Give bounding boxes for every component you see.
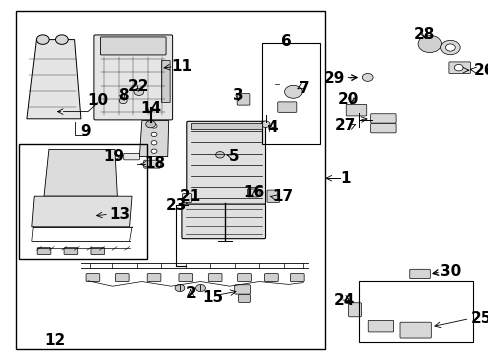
Bar: [359, 281, 472, 342]
Text: 14: 14: [140, 100, 161, 116]
Text: 7: 7: [299, 81, 309, 96]
FancyBboxPatch shape: [123, 153, 139, 160]
Circle shape: [151, 132, 157, 136]
Text: 21: 21: [180, 189, 201, 204]
FancyBboxPatch shape: [100, 37, 166, 55]
Bar: [19, 144, 146, 259]
Text: 16: 16: [243, 185, 264, 200]
Text: 8: 8: [118, 88, 128, 103]
Ellipse shape: [55, 35, 68, 44]
Text: 30: 30: [439, 264, 460, 279]
FancyBboxPatch shape: [234, 285, 250, 294]
Text: 10: 10: [87, 93, 108, 108]
FancyBboxPatch shape: [147, 274, 161, 282]
Bar: [190, 123, 261, 129]
Polygon shape: [44, 149, 117, 196]
Polygon shape: [139, 121, 168, 157]
Text: 5: 5: [228, 149, 239, 164]
Bar: [16, 11, 325, 349]
Circle shape: [440, 40, 459, 55]
Text: 23: 23: [165, 198, 186, 213]
Circle shape: [261, 121, 269, 127]
Text: 15: 15: [202, 289, 223, 305]
Circle shape: [151, 149, 157, 153]
Polygon shape: [27, 40, 81, 119]
FancyBboxPatch shape: [367, 320, 393, 332]
Circle shape: [175, 284, 184, 292]
Text: 2: 2: [185, 286, 196, 301]
FancyBboxPatch shape: [409, 269, 429, 279]
FancyBboxPatch shape: [91, 248, 104, 255]
Polygon shape: [32, 196, 132, 227]
Circle shape: [151, 141, 157, 145]
FancyBboxPatch shape: [208, 274, 222, 282]
Circle shape: [215, 152, 224, 158]
FancyBboxPatch shape: [143, 160, 160, 168]
Text: 17: 17: [271, 189, 292, 204]
Text: 13: 13: [109, 207, 130, 222]
Ellipse shape: [36, 35, 49, 44]
FancyBboxPatch shape: [161, 60, 170, 103]
Text: 9: 9: [80, 124, 91, 139]
Text: 24: 24: [333, 293, 355, 308]
Text: 26: 26: [472, 63, 488, 78]
Circle shape: [195, 284, 205, 292]
Circle shape: [119, 98, 127, 104]
Text: 18: 18: [144, 156, 165, 171]
Circle shape: [453, 64, 462, 71]
FancyBboxPatch shape: [237, 274, 251, 282]
Circle shape: [445, 44, 454, 51]
FancyBboxPatch shape: [370, 123, 395, 133]
FancyBboxPatch shape: [64, 248, 78, 255]
FancyBboxPatch shape: [264, 274, 278, 282]
FancyBboxPatch shape: [86, 274, 100, 282]
Circle shape: [134, 88, 143, 95]
Text: 28: 28: [413, 27, 434, 42]
Text: 20: 20: [337, 91, 359, 107]
Text: 19: 19: [103, 149, 124, 164]
FancyBboxPatch shape: [182, 204, 265, 239]
FancyBboxPatch shape: [94, 35, 172, 120]
Text: 4: 4: [266, 120, 277, 135]
FancyBboxPatch shape: [179, 274, 192, 282]
Circle shape: [417, 35, 441, 53]
Text: 3: 3: [232, 88, 243, 103]
FancyBboxPatch shape: [266, 190, 279, 202]
FancyBboxPatch shape: [37, 248, 51, 255]
FancyBboxPatch shape: [290, 274, 304, 282]
Circle shape: [151, 124, 157, 128]
FancyBboxPatch shape: [237, 94, 249, 105]
FancyBboxPatch shape: [182, 194, 191, 202]
Text: 12: 12: [44, 333, 66, 348]
FancyBboxPatch shape: [277, 102, 296, 112]
FancyBboxPatch shape: [448, 62, 469, 73]
FancyBboxPatch shape: [115, 274, 129, 282]
FancyBboxPatch shape: [346, 104, 366, 116]
Bar: [261, 43, 320, 144]
FancyBboxPatch shape: [370, 114, 395, 123]
Text: 27: 27: [334, 118, 355, 134]
FancyBboxPatch shape: [348, 303, 361, 317]
FancyBboxPatch shape: [247, 189, 259, 197]
Text: 1: 1: [339, 171, 349, 186]
Circle shape: [362, 73, 372, 81]
Text: 22: 22: [128, 79, 149, 94]
FancyBboxPatch shape: [399, 322, 430, 338]
Circle shape: [145, 121, 155, 128]
Text: 25: 25: [469, 311, 488, 326]
Text: 6: 6: [280, 34, 291, 49]
Text: 11: 11: [171, 59, 192, 74]
FancyBboxPatch shape: [238, 294, 250, 302]
Circle shape: [284, 85, 302, 98]
Text: 29: 29: [323, 71, 345, 86]
FancyBboxPatch shape: [186, 121, 265, 204]
